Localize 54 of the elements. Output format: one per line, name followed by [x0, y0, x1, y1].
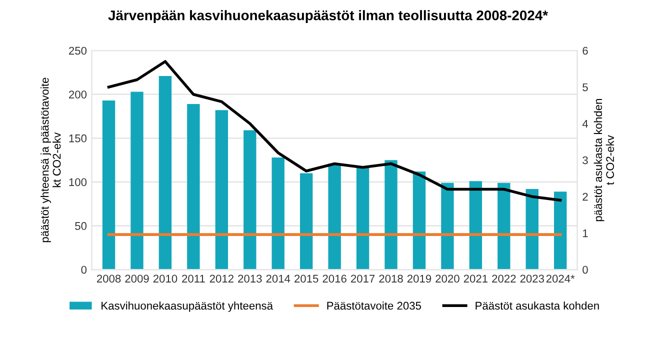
x-tick-label: 2014 [266, 274, 290, 283]
bar [300, 173, 313, 270]
x-tick-label: 2018 [379, 274, 403, 283]
bar [469, 181, 482, 270]
y-tick-label: 250 [69, 46, 87, 55]
legend-label: Päästöt asukasta kohden [476, 302, 599, 310]
y2-tick-label: 2 [582, 192, 588, 201]
bar [187, 104, 200, 270]
legend-label: Päästötavoite 2035 [327, 302, 422, 310]
bar [384, 160, 398, 270]
bar [356, 167, 370, 270]
y2-tick-label: 3 [582, 156, 588, 164]
y2-axis-title: päästöt asukasta kohden t CO2-ekv [594, 99, 614, 222]
line-series [107, 60, 562, 202]
chart-title: Järvenpään kasvihuonekaasupäästöt ilman teollisuutta 2008-2024* [108, 10, 548, 24]
x-tick-label: 2016 [322, 274, 346, 283]
x-tick-label: 2021 [464, 274, 488, 283]
y-tick-label: 200 [69, 90, 87, 98]
bar [244, 130, 256, 270]
legend-label: Kasvihuonekaasupäästöt yhteensä [102, 302, 274, 312]
bar [526, 188, 538, 270]
x-tick-label: 2023 [520, 274, 544, 283]
y-tick-label: 150 [69, 134, 87, 142]
y-tick-label: 100 [69, 178, 87, 186]
y2-tick-label: 5 [582, 83, 588, 92]
bar [328, 164, 341, 270]
bar [412, 171, 426, 270]
y-axis-title: päästöt yhteensä ja päästötavoite kt CO2-ekv [40, 78, 61, 242]
y-tick-label: 0 [81, 266, 87, 274]
x-tick-label: 2015 [294, 274, 318, 283]
x-tick-label: 2010 [153, 274, 178, 283]
bar [130, 92, 144, 270]
y2-tick-label: 6 [582, 46, 588, 55]
y-tick-label: 50 [75, 222, 87, 230]
bar [215, 110, 228, 270]
x-tick-label: 2022 [492, 274, 516, 283]
x-tick-label: 2020 [436, 274, 460, 283]
y2-tick-label: 1 [582, 229, 588, 238]
bar [498, 182, 510, 270]
y2-tick-label: 0 [582, 266, 588, 274]
x-tick-label: 2011 [182, 274, 205, 283]
x-tick-label: 2019 [407, 274, 432, 283]
x-tick-label: 2017 [350, 274, 375, 283]
y2-tick-label: 4 [582, 120, 588, 128]
bar [441, 182, 454, 270]
bar [102, 100, 116, 270]
x-tick-label: 2012 [210, 274, 234, 283]
bar [158, 76, 172, 270]
x-tick-label: 2024* [546, 274, 575, 283]
bar [554, 192, 567, 270]
x-tick-label: 2008 [96, 274, 121, 283]
x-tick-label: 2013 [238, 274, 262, 283]
bar [272, 157, 284, 270]
x-tick-label: 2009 [125, 274, 149, 283]
